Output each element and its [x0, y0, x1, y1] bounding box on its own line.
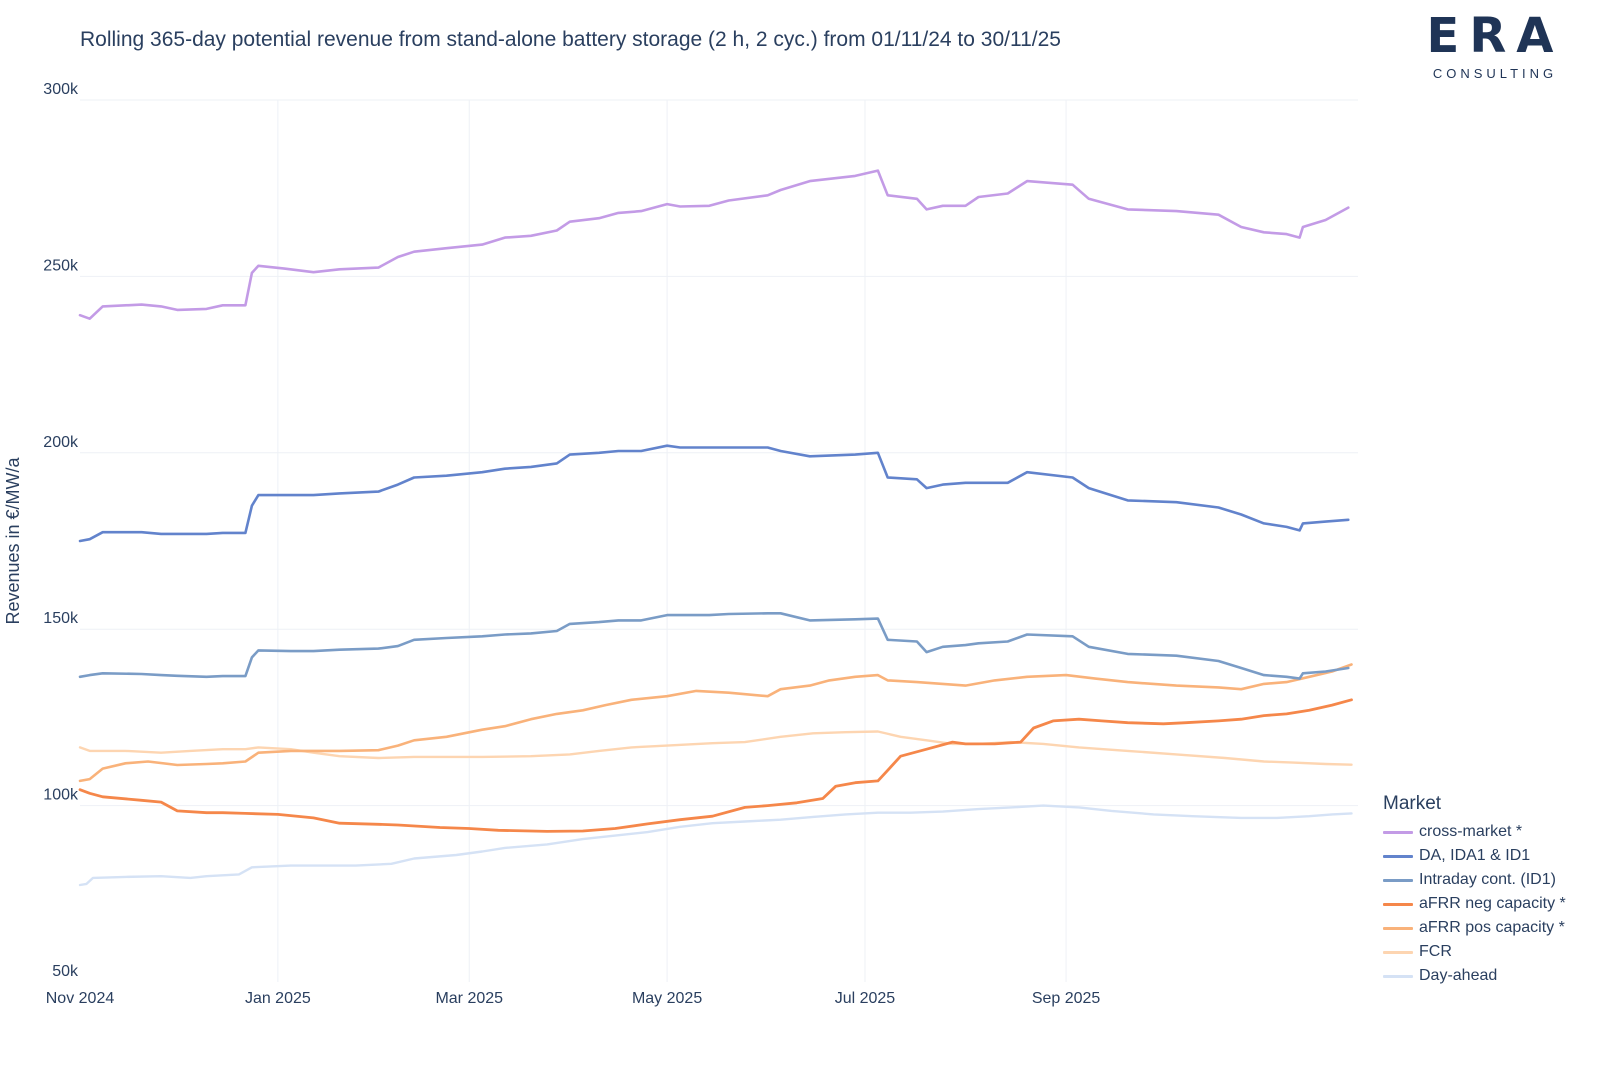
era-consulting-logo: ERA CONSULTING — [1420, 10, 1570, 81]
legend-swatch — [1383, 974, 1413, 978]
x-tick-label: Sep 2025 — [1032, 990, 1101, 1007]
x-tick-label: May 2025 — [632, 990, 702, 1007]
legend-label: Intraday cont. (ID1) — [1419, 871, 1556, 888]
y-tick-label: 200k — [43, 434, 79, 451]
legend: Market cross-market * DA, IDA1 & ID1 Intra… — [1383, 793, 1566, 988]
chart-title: Rolling 365-day potential revenue from s… — [80, 28, 1061, 51]
y-tick-label: 150k — [43, 610, 79, 627]
legend-item[interactable]: FCR — [1383, 940, 1566, 964]
series-layer — [78, 169, 1353, 887]
y-tick-label: 300k — [43, 81, 79, 98]
y-tick-label: 250k — [43, 257, 79, 274]
legend-item[interactable]: Intraday cont. (ID1) — [1383, 868, 1566, 892]
x-tick-label: Jul 2025 — [835, 990, 896, 1007]
y-tick-label: 50k — [52, 963, 79, 980]
y-tick-label: 100k — [43, 787, 79, 804]
series-line-fcr — [78, 730, 1353, 766]
legend-item[interactable]: DA, IDA1 & ID1 — [1383, 844, 1566, 868]
axis-layer: 50k 100k 150k 200k 250k 300k Nov 2024 Jan 2025 M… — [3, 81, 1100, 1007]
legend-item[interactable]: cross-market * — [1383, 820, 1566, 844]
x-tick-label: Mar 2025 — [435, 990, 503, 1007]
series-line-day-ahead — [78, 804, 1353, 887]
legend-swatch — [1383, 902, 1413, 906]
legend-label: aFRR pos capacity * — [1419, 919, 1565, 936]
legend-item[interactable]: Day-ahead — [1383, 964, 1566, 988]
logo-subtitle: CONSULTING — [1432, 66, 1558, 81]
legend-item[interactable]: aFRR pos capacity * — [1383, 916, 1566, 940]
legend-label: FCR — [1419, 943, 1452, 960]
legend-swatch — [1383, 830, 1413, 834]
legend-swatch — [1383, 878, 1413, 882]
legend-label: Day-ahead — [1419, 967, 1498, 984]
series-line-da-ida1-id1 — [78, 444, 1350, 543]
legend-label: cross-market * — [1419, 823, 1523, 840]
legend-swatch — [1383, 854, 1413, 858]
grid-layer — [80, 99, 1358, 982]
legend-label: DA, IDA1 & ID1 — [1419, 847, 1531, 864]
y-axis-title: Revenues in €/MW/a — [3, 456, 23, 624]
series-line-intraday-cont-id1 — [78, 612, 1350, 680]
x-tick-label: Nov 2024 — [46, 990, 115, 1007]
series-line-afrr-neg-capacity — [78, 698, 1353, 833]
legend-item[interactable]: aFRR neg capacity * — [1383, 892, 1566, 916]
legend-label: aFRR neg capacity * — [1419, 895, 1566, 912]
legend-swatch — [1383, 926, 1413, 930]
series-line-cross-market — [78, 169, 1350, 320]
series-line-afrr-pos-capacity — [78, 663, 1353, 783]
legend-title: Market — [1383, 793, 1442, 814]
logo-word: ERA — [1426, 8, 1564, 64]
legend-swatch — [1383, 950, 1413, 954]
x-tick-label: Jan 2025 — [245, 990, 311, 1007]
